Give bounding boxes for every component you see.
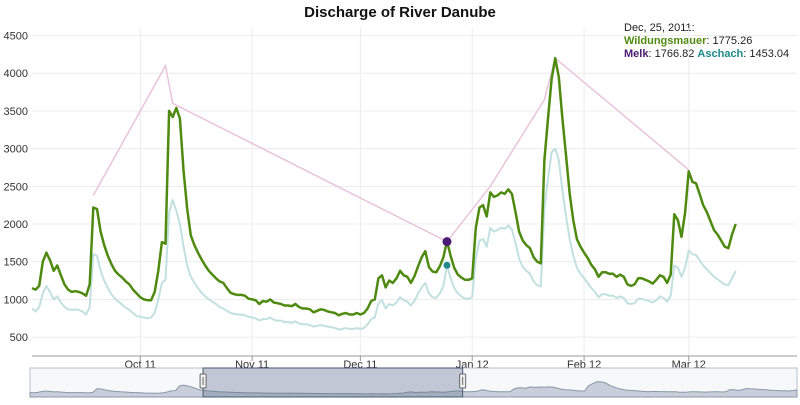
legend-value-aschach: 1453.04 [749,48,790,60]
y-tick-label: 4500 [4,31,28,43]
navigator-area [29,381,798,398]
y-tick-label: 4000 [4,68,28,80]
legend-name-melk: Melk [624,48,649,60]
legend-row-2: Melk: 1766.82 Aschach: 1453.04 [624,48,790,60]
navigator[interactable] [29,367,798,398]
navigator-selection[interactable] [202,367,464,398]
y-tick-label: 2000 [4,219,28,231]
series-line-wildungsmauer [31,56,737,317]
series-layer [31,56,737,331]
marker-aschach[interactable] [443,261,451,269]
chart-title: Discharge of River Danube [304,4,496,21]
y-tick-label: 1000 [4,294,28,306]
y-tick-label: 1500 [4,257,28,269]
legend-date: Dec, 25, 2011: [624,22,695,34]
y-tick-label: 3500 [4,106,28,118]
marker-melk[interactable] [442,237,452,247]
grid-layer [32,28,797,356]
legend-value-melk: 1766.82 [654,48,695,60]
legend-row-1: Wildungsmauer: 1775.26 [624,35,753,47]
legend-box: Dec, 25, 2011: Wildungsmauer: 1775.26 Me… [624,22,789,61]
marker-layer [442,237,452,269]
series-line-aschach [31,147,737,331]
y-tick-label: 500 [10,332,28,344]
legend-name-aschach: Aschach [697,48,744,60]
legend-value-wildungsmauer: 1775.26 [712,35,753,47]
legend-name-wildungsmauer: Wildungsmauer [624,35,707,47]
y-tick-label: 3000 [4,144,28,156]
y-tick-label: 2500 [4,181,28,193]
